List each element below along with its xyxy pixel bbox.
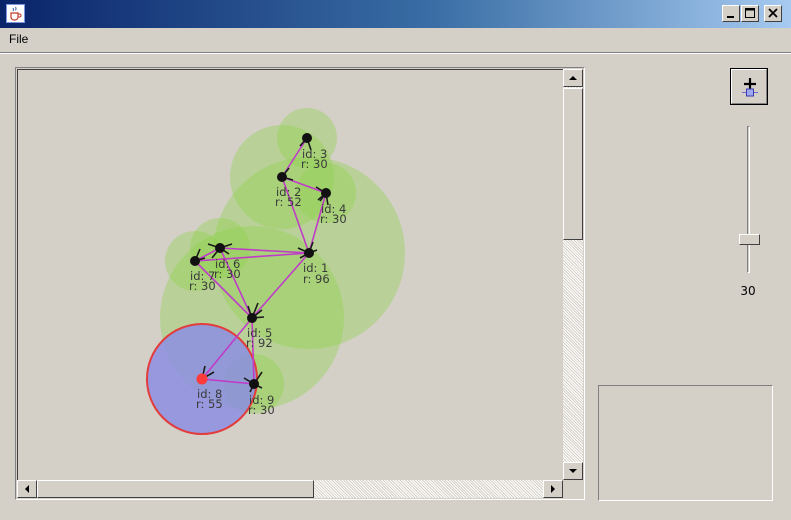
graph-node[interactable] bbox=[247, 313, 257, 323]
node-range-label: r: 92 bbox=[246, 336, 273, 350]
info-panel bbox=[598, 385, 773, 501]
node-range-label: r: 30 bbox=[320, 212, 347, 226]
node-range-label: r: 30 bbox=[189, 279, 216, 293]
java-coffee-icon[interactable] bbox=[6, 4, 25, 23]
graph-node[interactable] bbox=[321, 188, 331, 198]
scroll-down-icon[interactable] bbox=[563, 462, 583, 480]
range-slider-track[interactable] bbox=[747, 126, 750, 273]
node-id-label: id: 5 bbox=[247, 326, 272, 340]
link bbox=[219, 247, 253, 319]
network-graph[interactable]: id: 1 r: 96 id: 2 r: 52 id: 3 r: 30 id: … bbox=[17, 69, 563, 480]
node-id-label: id: 7 bbox=[190, 269, 215, 283]
scroll-corner bbox=[563, 480, 583, 498]
scroll-left-icon[interactable] bbox=[17, 480, 37, 498]
node-id-label: id: 8 bbox=[197, 387, 222, 401]
node-range-label: r: 30 bbox=[301, 157, 328, 171]
node-id-label: id: 2 bbox=[276, 185, 301, 199]
link bbox=[194, 260, 253, 319]
vertical-scroll-thumb[interactable] bbox=[563, 88, 583, 240]
range-slider-thumb[interactable] bbox=[739, 234, 760, 245]
minimize-icon[interactable] bbox=[722, 5, 740, 22]
graph-node[interactable] bbox=[249, 379, 259, 389]
node-id-label: id: 4 bbox=[321, 202, 346, 216]
graph-node[interactable] bbox=[277, 172, 287, 182]
link bbox=[201, 378, 255, 385]
link bbox=[281, 176, 310, 254]
menu-file[interactable]: File bbox=[9, 32, 29, 46]
link bbox=[194, 252, 310, 262]
scroll-up-icon[interactable] bbox=[563, 69, 583, 87]
selected-graph-node[interactable] bbox=[196, 373, 208, 385]
graph-node[interactable] bbox=[190, 256, 200, 266]
link bbox=[251, 317, 255, 385]
graph-node[interactable] bbox=[304, 248, 314, 258]
node-range-label: r: 52 bbox=[275, 195, 302, 209]
add-node-button[interactable] bbox=[730, 68, 768, 105]
horizontal-scrollbar[interactable] bbox=[17, 480, 563, 498]
plus-node-icon bbox=[742, 78, 758, 97]
maximize-icon[interactable] bbox=[741, 5, 759, 22]
node-id-label: id: 6 bbox=[215, 257, 240, 271]
link bbox=[201, 317, 253, 380]
horizontal-scroll-thumb[interactable] bbox=[37, 480, 314, 498]
node-id-label: id: 3 bbox=[302, 147, 327, 161]
node-range-label: r: 30 bbox=[214, 267, 241, 281]
graph-node[interactable] bbox=[302, 133, 312, 143]
node-id-label: id: 1 bbox=[303, 261, 328, 275]
close-icon[interactable] bbox=[764, 5, 782, 22]
menu-separator bbox=[0, 52, 791, 54]
node-range-label: r: 55 bbox=[196, 397, 223, 411]
menu-bar: File bbox=[0, 28, 791, 50]
node-range-label: r: 96 bbox=[303, 272, 330, 286]
link bbox=[219, 247, 310, 254]
vertical-scrollbar[interactable] bbox=[563, 69, 583, 480]
slider-value: 30 bbox=[740, 284, 756, 298]
canvas-frame bbox=[15, 67, 585, 500]
scroll-right-icon[interactable] bbox=[543, 480, 563, 498]
node-id-label: id: 9 bbox=[249, 393, 274, 407]
network-canvas[interactable]: id: 1 r: 96 id: 2 r: 52 id: 3 r: 30 id: … bbox=[17, 69, 563, 480]
title-bar bbox=[0, 0, 791, 28]
link bbox=[251, 252, 310, 319]
graph-node[interactable] bbox=[215, 243, 225, 253]
node-range-label: r: 30 bbox=[248, 403, 275, 417]
